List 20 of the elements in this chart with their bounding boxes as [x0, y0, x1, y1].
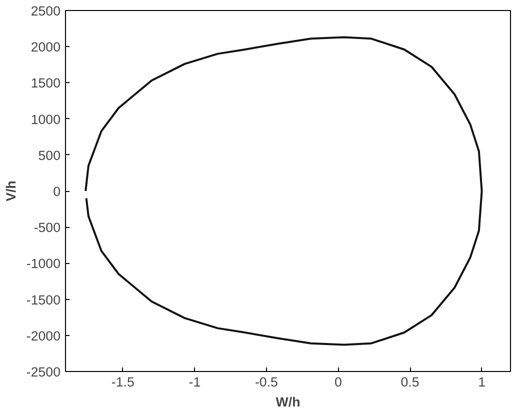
x-tick-label: 0	[334, 374, 342, 390]
y-tick-label: -2000	[26, 328, 61, 344]
line-series	[84, 36, 483, 346]
y-tick-label: 2500	[30, 4, 61, 18]
y-tick-label: -2500	[26, 364, 61, 380]
x-axis-title: W/h	[276, 394, 300, 410]
y-tick-label: 1000	[30, 112, 61, 127]
y-tick-label: -1000	[26, 256, 61, 272]
y-tick-label: 0	[53, 184, 61, 199]
x-tick-label: 0.5	[400, 374, 420, 390]
y-tick-label: 500	[38, 148, 61, 163]
y-tick-label: -1500	[26, 292, 61, 308]
x-tick-label: 1	[478, 374, 486, 390]
x-tick-label: -0.5	[254, 374, 278, 390]
y-axis-title: V/h	[3, 180, 18, 202]
x-tick-label: -1.5	[111, 374, 134, 390]
y-tick-label: -500	[34, 220, 61, 236]
x-tick-label: -1	[188, 374, 201, 390]
y-tick-label: 2000	[30, 40, 61, 55]
y-tick-label: 1500	[30, 76, 61, 91]
